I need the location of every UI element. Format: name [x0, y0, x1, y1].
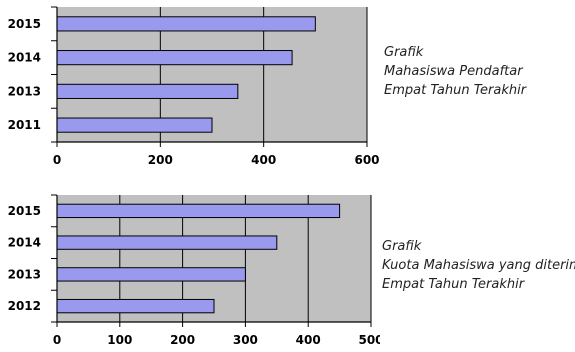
chart-pendaftar-category-label: 2013	[8, 84, 41, 98]
chart-kuota: 2012 2013 2014 2015 0 100 200 300 400 500 Grafik …	[0, 188, 575, 352]
chart-kuota-x-tick-label: 100	[107, 333, 132, 347]
chart-pendaftar-bar-2014	[56, 50, 293, 66]
chart-kuota-x-tick-label: 300	[233, 333, 258, 347]
chart-pendaftar-x-tick-label: 200	[148, 153, 173, 167]
chart-pendaftar-plot: 2011 2013 2014 2015 0 200 400 600	[8, 6, 380, 167]
chart-kuota-x-tick-label: 500	[358, 333, 380, 347]
chart-pendaftar-caption-line-2: Mahasiswa Pendaftar	[384, 64, 523, 79]
chart-kuota-category-label: 2014	[8, 236, 41, 250]
chart-kuota-category-label: 2012	[8, 299, 41, 313]
chart-kuota-x-tick-label: 0	[53, 333, 61, 347]
chart-pendaftar-x-tick-label: 600	[354, 153, 379, 167]
chart-kuota-caption-line-1: Grafik	[382, 239, 422, 254]
chart-pendaftar-bar-2011	[56, 117, 213, 133]
chart-kuota-category-label: 2015	[8, 204, 41, 218]
chart-pendaftar-x-tick-label: 400	[251, 153, 276, 167]
chart-kuota-caption-line-3: Empat Tahun Terakhir	[382, 277, 525, 292]
chart-pendaftar-category-label: 2015	[8, 17, 41, 31]
chart-kuota-bar-2013	[56, 267, 246, 282]
chart-pendaftar-bar-2013	[56, 83, 239, 99]
chart-kuota-category-label: 2013	[8, 267, 41, 281]
chart-kuota-x-tick-label: 400	[296, 333, 321, 347]
chart-kuota-bar-2015	[56, 203, 341, 219]
chart-pendaftar-caption: Grafik Mahasiswa Pendaftar Empat Tahun T…	[384, 43, 526, 100]
chart-pendaftar-category-label: 2011	[8, 118, 41, 132]
chart-pendaftar-bar-2015	[56, 16, 316, 32]
chart-kuota-caption: Grafik Kuota Mahasiswa yang diterima Emp…	[382, 237, 575, 294]
chart-kuota-bar-2012	[56, 298, 215, 314]
chart-kuota-x-tick-label: 200	[170, 333, 195, 347]
chart-pendaftar-caption-line-3: Empat Tahun Terakhir	[384, 83, 527, 98]
chart-kuota-plot: 2012 2013 2014 2015 0 100 200 300 400 500	[8, 194, 380, 347]
chart-pendaftar: 2011 2013 2014 2015 0 200 400 600 Grafik Mahasi…	[0, 0, 575, 170]
chart-pendaftar-x-tick-label: 0	[53, 153, 61, 167]
chart-pendaftar-caption-line-1: Grafik	[384, 45, 424, 60]
chart-pendaftar-category-label: 2014	[8, 51, 41, 65]
chart-kuota-bar-2014	[56, 235, 278, 250]
chart-kuota-caption-line-2: Kuota Mahasiswa yang diterima	[382, 258, 575, 273]
